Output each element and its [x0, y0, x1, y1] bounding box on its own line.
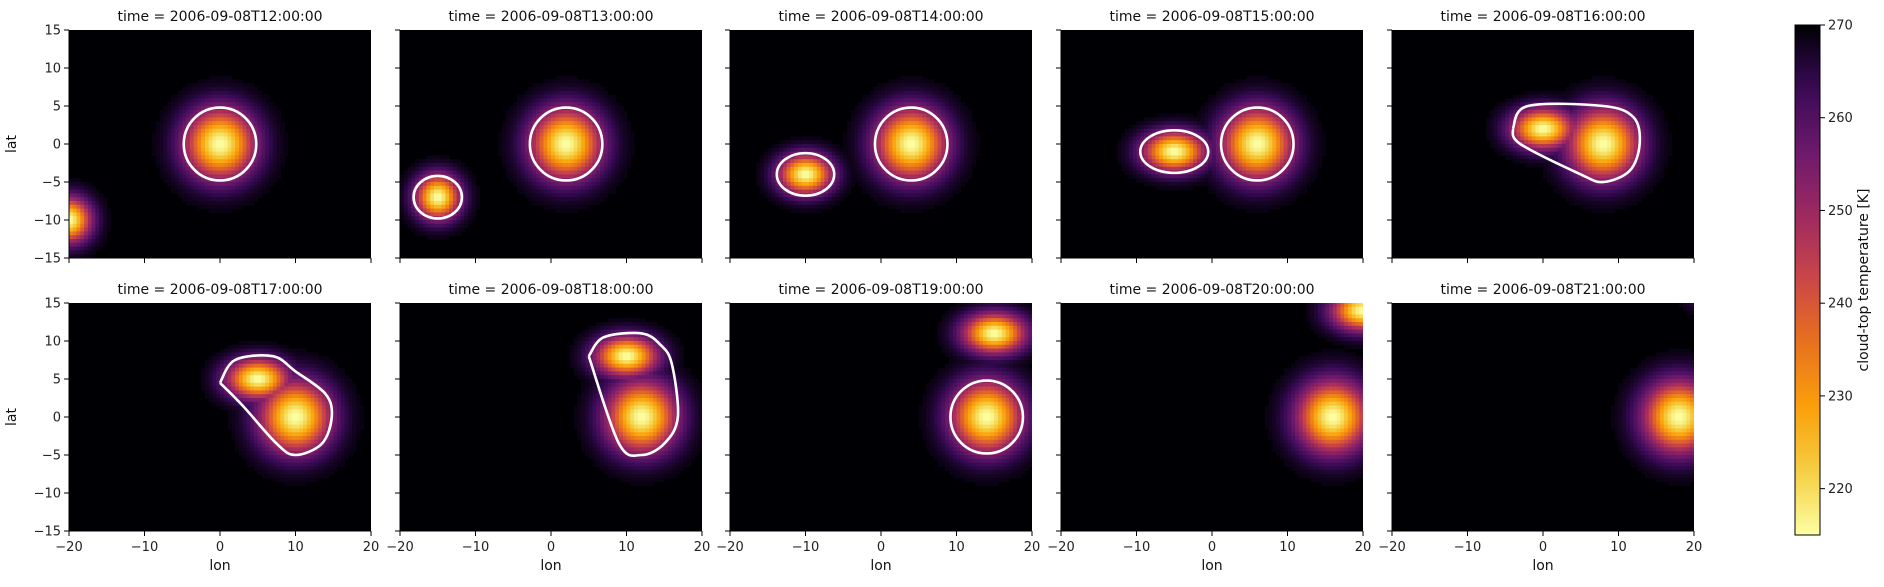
heatmap-cells — [1264, 303, 1363, 486]
heatmap-cells — [1486, 75, 1672, 213]
x-tick-label: −10 — [1454, 540, 1481, 555]
x-tick-label: −20 — [55, 540, 82, 555]
panel-6: time = 2006-09-08T17:00:00 −20 −10 0 10 20 −15… — [4, 282, 379, 574]
heatmap-cells — [201, 341, 365, 486]
x-tick-label: 0 — [1208, 540, 1216, 555]
x-tick-label: 0 — [1539, 540, 1547, 555]
panel-8: time = 2006-09-08T19:00:00 −20 −10 0 10 20 lon — [716, 282, 1040, 574]
y-tick-label: −5 — [42, 176, 61, 191]
y-tick-label: −5 — [42, 449, 61, 464]
heatmap-cells — [569, 318, 702, 486]
colorbar-tick-label: 260 — [1828, 111, 1853, 126]
x-tick-label: 0 — [216, 540, 224, 555]
x-tick-label: −10 — [462, 540, 489, 555]
colorbar-tick-label: 240 — [1828, 297, 1853, 312]
panel-title: time = 2006-09-08T13:00:00 — [448, 9, 653, 25]
panel-title: time = 2006-09-08T16:00:00 — [1440, 9, 1645, 25]
colorbar: 220 230 240 250 260 270 cloud-top temperature … — [1794, 19, 1872, 536]
x-axis-label: lon — [540, 558, 561, 574]
x-axis-label: lon — [209, 558, 230, 574]
heatmap-cells — [918, 303, 1032, 486]
colorbar-label: cloud-top temperature [K] — [1856, 189, 1872, 372]
x-tick-label: −10 — [792, 540, 819, 555]
x-axis-label: lon — [1532, 558, 1553, 574]
colorbar-gradient — [1794, 24, 1821, 536]
x-tick-label: −20 — [386, 540, 413, 555]
contour-1 — [218, 354, 334, 457]
panel-title: time = 2006-09-08T15:00:00 — [1109, 9, 1314, 25]
contour-1 — [182, 106, 258, 182]
panel-title: time = 2006-09-08T20:00:00 — [1109, 282, 1314, 298]
x-tick-label: 20 — [694, 540, 711, 555]
contour-2 — [412, 174, 464, 220]
y-tick-label: 15 — [44, 24, 61, 39]
heatmap-cells — [69, 75, 289, 258]
x-tick-label: −20 — [1378, 540, 1405, 555]
panel-title: time = 2006-09-08T17:00:00 — [117, 282, 322, 298]
panel-3: time = 2006-09-08T14:00:00 — [725, 9, 1033, 263]
contour-1 — [949, 379, 1025, 455]
y-axis-label: lat — [4, 135, 20, 153]
panel-7: time = 2006-09-08T18:00:00 −20 −10 0 10 20 lon — [386, 282, 710, 574]
contour-1 — [1219, 106, 1295, 182]
x-tick-label: −20 — [716, 540, 743, 555]
x-tick-label: 10 — [618, 540, 635, 555]
x-axis-label: lon — [870, 558, 891, 574]
panel-9: time = 2006-09-08T20:00:00 −20 −10 0 10 20 lon — [1047, 282, 1371, 574]
x-tick-label: 10 — [948, 540, 965, 555]
colorbar-tick-label: 270 — [1828, 19, 1853, 34]
heatmap-cells — [1610, 303, 1694, 486]
panel-4: time = 2006-09-08T15:00:00 — [1056, 9, 1364, 263]
x-tick-label: 20 — [1355, 540, 1372, 555]
panel-1: time = 2006-09-08T12:00:00 −15 −10 −5 0 5 10 15… — [4, 9, 372, 267]
x-tick-label: 20 — [1686, 540, 1703, 555]
y-tick-label: 15 — [44, 297, 61, 312]
y-tick-label: −15 — [34, 525, 61, 540]
panel-title: time = 2006-09-08T14:00:00 — [778, 9, 983, 25]
panel-title: time = 2006-09-08T12:00:00 — [117, 9, 322, 25]
x-tick-label: 20 — [363, 540, 380, 555]
y-tick-label: 5 — [53, 100, 61, 115]
y-tick-label: −15 — [34, 252, 61, 267]
x-tick-label: 20 — [1024, 540, 1041, 555]
y-tick-label: 0 — [53, 411, 61, 426]
colorbar-tick-label: 230 — [1828, 389, 1853, 404]
x-tick-label: 10 — [1279, 540, 1296, 555]
y-tick-label: 10 — [44, 335, 61, 350]
contour-1 — [587, 331, 680, 458]
panel-10: time = 2006-09-08T21:00:00 −20 −10 0 10 20 lon — [1378, 282, 1702, 574]
panel-title: time = 2006-09-08T21:00:00 — [1440, 282, 1645, 298]
y-tick-label: 10 — [44, 62, 61, 77]
x-tick-label: 10 — [287, 540, 304, 555]
contour-2 — [775, 151, 836, 197]
x-tick-label: −20 — [1047, 540, 1074, 555]
panel-2: time = 2006-09-08T13:00:00 — [395, 9, 703, 263]
contour-1 — [873, 106, 949, 182]
y-tick-label: −10 — [34, 214, 61, 229]
panel-5: time = 2006-09-08T16:00:00 — [1387, 9, 1695, 263]
x-tick-label: −10 — [1123, 540, 1150, 555]
panel-title: time = 2006-09-08T19:00:00 — [778, 282, 983, 298]
x-tick-label: −10 — [131, 540, 158, 555]
y-tick-label: 0 — [53, 138, 61, 153]
contour-2 — [1138, 129, 1210, 175]
heatmap-cells — [400, 75, 635, 240]
x-tick-label: 0 — [877, 540, 885, 555]
contour-1 — [528, 106, 604, 182]
y-axis-label: lat — [4, 408, 20, 426]
contour-1 — [1511, 102, 1642, 184]
colorbar-tick-label: 220 — [1828, 482, 1853, 497]
colorbar-tick-label: 250 — [1828, 204, 1853, 219]
panels-layer: time = 2006-09-08T12:00:00 −15 −10 −5 0 5 10 15… — [4, 9, 1702, 574]
x-tick-label: 10 — [1610, 540, 1627, 555]
panel-title: time = 2006-09-08T18:00:00 — [448, 282, 653, 298]
heatmap-cells — [1117, 75, 1326, 213]
x-tick-label: 0 — [547, 540, 555, 555]
y-tick-label: 5 — [53, 373, 61, 388]
y-tick-label: −10 — [34, 487, 61, 502]
x-axis-label: lon — [1201, 558, 1222, 574]
